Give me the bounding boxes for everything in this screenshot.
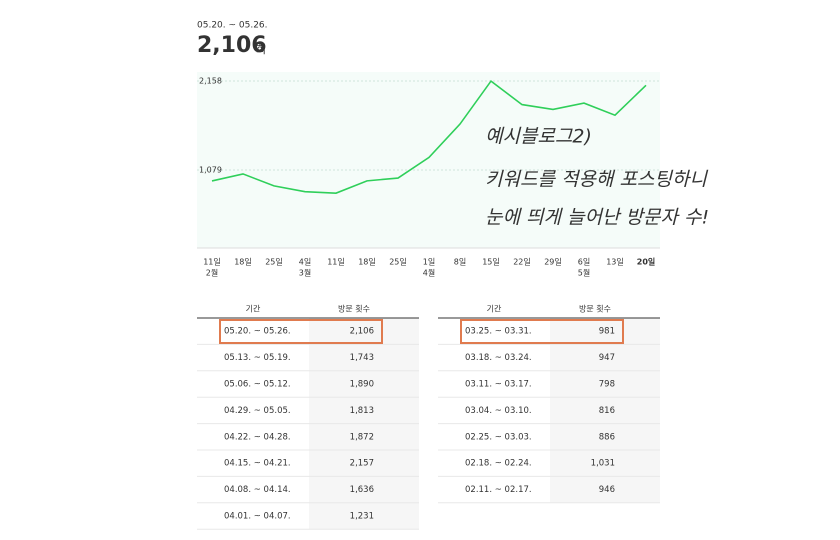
month-label: 2월 (206, 268, 218, 278)
period-cell: 03.11. ~ 03.17. (465, 380, 532, 390)
table-header: 방문 횟수 (338, 304, 370, 314)
period-cell: 04.22. ~ 04.28. (224, 432, 291, 442)
value-cell: 1,872 (350, 432, 374, 442)
value-cell: 1,813 (350, 406, 374, 416)
period-cell: 04.15. ~ 04.21. (224, 459, 291, 469)
x-tick-label: 6일 (578, 258, 590, 267)
x-tick-label: 29일 (544, 258, 562, 267)
period-cell: 05.13. ~ 05.19. (224, 353, 291, 363)
value-cell: 2,106 (350, 327, 374, 337)
y-tick-label: 2,158 (199, 76, 222, 85)
x-tick-label: 11일 (203, 258, 221, 267)
x-tick-label: 4일 (299, 258, 311, 267)
value-cell: 947 (599, 353, 615, 363)
annotation: 예시블로그2) (485, 126, 592, 148)
x-tick-label: 15일 (482, 258, 500, 267)
value-cell: 1,890 (350, 380, 374, 390)
unit: 회 (256, 43, 266, 56)
period-cell: 02.11. ~ 02.17. (465, 485, 532, 495)
x-tick-label: 18일 (358, 258, 376, 267)
x-tick-label: 8일 (454, 258, 466, 267)
period-cell: 02.18. ~ 02.24. (465, 459, 532, 469)
annotation: 눈에 띄게 늘어난 방문자 수! (485, 207, 709, 229)
x-tick-label: 18일 (234, 258, 252, 267)
value-cell: 946 (599, 485, 615, 495)
line (211, 79, 647, 194)
period-cell: 03.25. ~ 03.31. (465, 327, 532, 337)
annotation: 키워드를 적용해 포스팅하니 (485, 169, 708, 191)
value-cell: 886 (599, 432, 615, 442)
value-cell: 981 (599, 327, 615, 337)
value-cell: 1,743 (350, 353, 374, 363)
highlight-box (219, 319, 383, 344)
period-cell: 04.29. ~ 05.05. (224, 406, 291, 416)
highlight-box (460, 319, 624, 344)
total: 2,106 (197, 33, 267, 58)
x-tick-label: 22일 (513, 258, 531, 267)
x-tick-label: 25일 (265, 258, 283, 267)
x-tick-label: 1일 (423, 258, 435, 267)
y-tick-label: 1,079 (199, 165, 222, 174)
month-label: 5월 (578, 268, 590, 278)
table-header: 방문 횟수 (579, 304, 611, 314)
value-cell: 1,231 (350, 512, 374, 522)
value-cell: 1,031 (591, 459, 615, 469)
period-cell: 03.04. ~ 03.10. (465, 406, 532, 416)
period-cell: 04.01. ~ 04.07. (224, 512, 291, 522)
period-cell: 03.18. ~ 03.24. (465, 353, 532, 363)
month-label: 4월 (423, 268, 435, 278)
month-label: 3월 (299, 268, 311, 278)
x-tick-label: 13일 (606, 258, 624, 267)
x-tick-label: 11일 (327, 258, 345, 267)
period-cell: 04.08. ~ 04.14. (224, 485, 291, 495)
period: 05.20. ~ 05.26. (197, 21, 268, 31)
value-column (550, 318, 660, 503)
value-cell: 1,636 (350, 485, 374, 495)
table-header: 기간 (487, 304, 502, 314)
period-cell: 02.25. ~ 03.03. (465, 432, 532, 442)
table-header: 기간 (246, 304, 261, 314)
value-cell: 2,157 (350, 459, 374, 469)
period-cell: 05.20. ~ 05.26. (224, 327, 291, 337)
x-tick-label: 20일 (637, 257, 656, 267)
value-cell: 798 (599, 380, 615, 390)
period-cell: 05.06. ~ 05.12. (224, 380, 291, 390)
x-tick-label: 25일 (389, 258, 407, 267)
value-cell: 816 (599, 406, 615, 416)
plot-area (197, 72, 660, 248)
